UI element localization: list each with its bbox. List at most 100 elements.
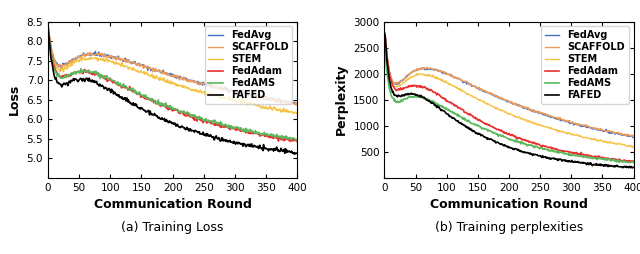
- STEM: [562, 132, 570, 135]
- FedAvg: [126, 60, 134, 64]
- FedAvg: [561, 119, 568, 122]
- Text: (b) Training perplexities: (b) Training perplexities: [435, 221, 583, 234]
- Y-axis label: Loss: Loss: [8, 84, 21, 115]
- SCAFFOLD: [126, 60, 134, 64]
- FedAdam: [225, 126, 233, 129]
- FedAMS: [538, 146, 545, 149]
- SCAFFOLD: [201, 82, 209, 85]
- FedAMS: [293, 139, 301, 142]
- FAFED: [291, 153, 298, 156]
- FedAvg: [562, 120, 570, 123]
- FedAdam: [293, 140, 301, 143]
- FedAvg: [45, 27, 52, 30]
- Line: STEM: STEM: [385, 34, 634, 148]
- STEM: [143, 73, 151, 76]
- FedAMS: [562, 152, 570, 155]
- Text: (a) Training Loss: (a) Training Loss: [122, 221, 224, 234]
- Line: FAFED: FAFED: [385, 35, 634, 168]
- SCAFFOLD: [143, 65, 151, 68]
- FAFED: [225, 140, 233, 143]
- SCAFFOLD: [225, 90, 233, 93]
- Y-axis label: Perplexity: Perplexity: [335, 64, 348, 135]
- Line: FAFED: FAFED: [49, 33, 297, 154]
- FedAMS: [624, 161, 632, 164]
- STEM: [630, 145, 637, 148]
- X-axis label: Communication Round: Communication Round: [93, 198, 252, 211]
- Line: STEM: STEM: [49, 31, 297, 114]
- SCAFFOLD: [381, 31, 389, 34]
- Legend: FedAvg, SCAFFOLD, STEM, FedAdam, FedAMS, FAFED: FedAvg, SCAFFOLD, STEM, FedAdam, FedAMS,…: [205, 26, 292, 104]
- FedAdam: [630, 160, 637, 163]
- FAFED: [561, 159, 568, 162]
- FedAMS: [411, 95, 419, 98]
- SCAFFOLD: [45, 27, 52, 30]
- STEM: [45, 30, 52, 33]
- SCAFFOLD: [411, 69, 419, 72]
- FedAdam: [381, 32, 389, 35]
- STEM: [538, 124, 545, 127]
- SCAFFOLD: [538, 111, 545, 114]
- FedAMS: [479, 128, 487, 131]
- Line: FedAMS: FedAMS: [385, 52, 634, 163]
- STEM: [225, 99, 233, 102]
- FedAdam: [561, 150, 568, 153]
- Line: FedAdam: FedAdam: [49, 31, 297, 142]
- FAFED: [630, 166, 637, 169]
- FedAvg: [292, 103, 300, 106]
- STEM: [224, 97, 232, 100]
- FAFED: [293, 152, 301, 155]
- FedAMS: [45, 31, 52, 34]
- STEM: [381, 32, 389, 35]
- FAFED: [381, 34, 389, 37]
- STEM: [201, 93, 209, 96]
- Line: SCAFFOLD: SCAFFOLD: [385, 33, 634, 136]
- STEM: [462, 92, 470, 95]
- FAFED: [411, 93, 419, 97]
- FAFED: [562, 160, 570, 163]
- FedAMS: [143, 96, 151, 99]
- FAFED: [75, 80, 83, 83]
- FedAMS: [381, 50, 389, 53]
- FedAdam: [126, 85, 134, 88]
- FAFED: [143, 110, 151, 113]
- SCAFFOLD: [561, 118, 568, 121]
- FedAvg: [538, 112, 545, 115]
- FedAMS: [75, 70, 83, 73]
- SCAFFOLD: [224, 90, 232, 93]
- FedAMS: [561, 151, 568, 154]
- FAFED: [224, 140, 232, 143]
- FedAdam: [538, 145, 545, 148]
- STEM: [75, 59, 83, 62]
- STEM: [411, 75, 419, 78]
- FedAMS: [292, 139, 300, 142]
- SCAFFOLD: [75, 55, 83, 58]
- FedAvg: [462, 80, 470, 83]
- FedAMS: [630, 161, 637, 164]
- FedAdam: [462, 111, 470, 114]
- X-axis label: Communication Round: Communication Round: [430, 198, 588, 211]
- SCAFFOLD: [627, 135, 635, 138]
- FAFED: [126, 101, 134, 104]
- SCAFFOLD: [479, 89, 487, 92]
- FedAvg: [479, 90, 487, 93]
- FedAMS: [462, 118, 470, 121]
- Line: FedAdam: FedAdam: [385, 34, 634, 162]
- FedAMS: [225, 124, 233, 127]
- STEM: [561, 131, 568, 134]
- FedAdam: [201, 120, 209, 123]
- FedAvg: [225, 89, 233, 92]
- FedAdam: [224, 125, 232, 129]
- STEM: [628, 146, 636, 149]
- STEM: [479, 101, 487, 104]
- FAFED: [479, 135, 487, 138]
- Line: FedAvg: FedAvg: [385, 33, 634, 138]
- FedAdam: [143, 98, 151, 101]
- FAFED: [628, 166, 636, 169]
- Line: SCAFFOLD: SCAFFOLD: [49, 29, 297, 105]
- FAFED: [538, 155, 545, 158]
- STEM: [293, 112, 301, 115]
- FAFED: [45, 31, 52, 35]
- FedAdam: [45, 30, 52, 33]
- FedAdam: [479, 121, 487, 124]
- FedAvg: [201, 83, 209, 86]
